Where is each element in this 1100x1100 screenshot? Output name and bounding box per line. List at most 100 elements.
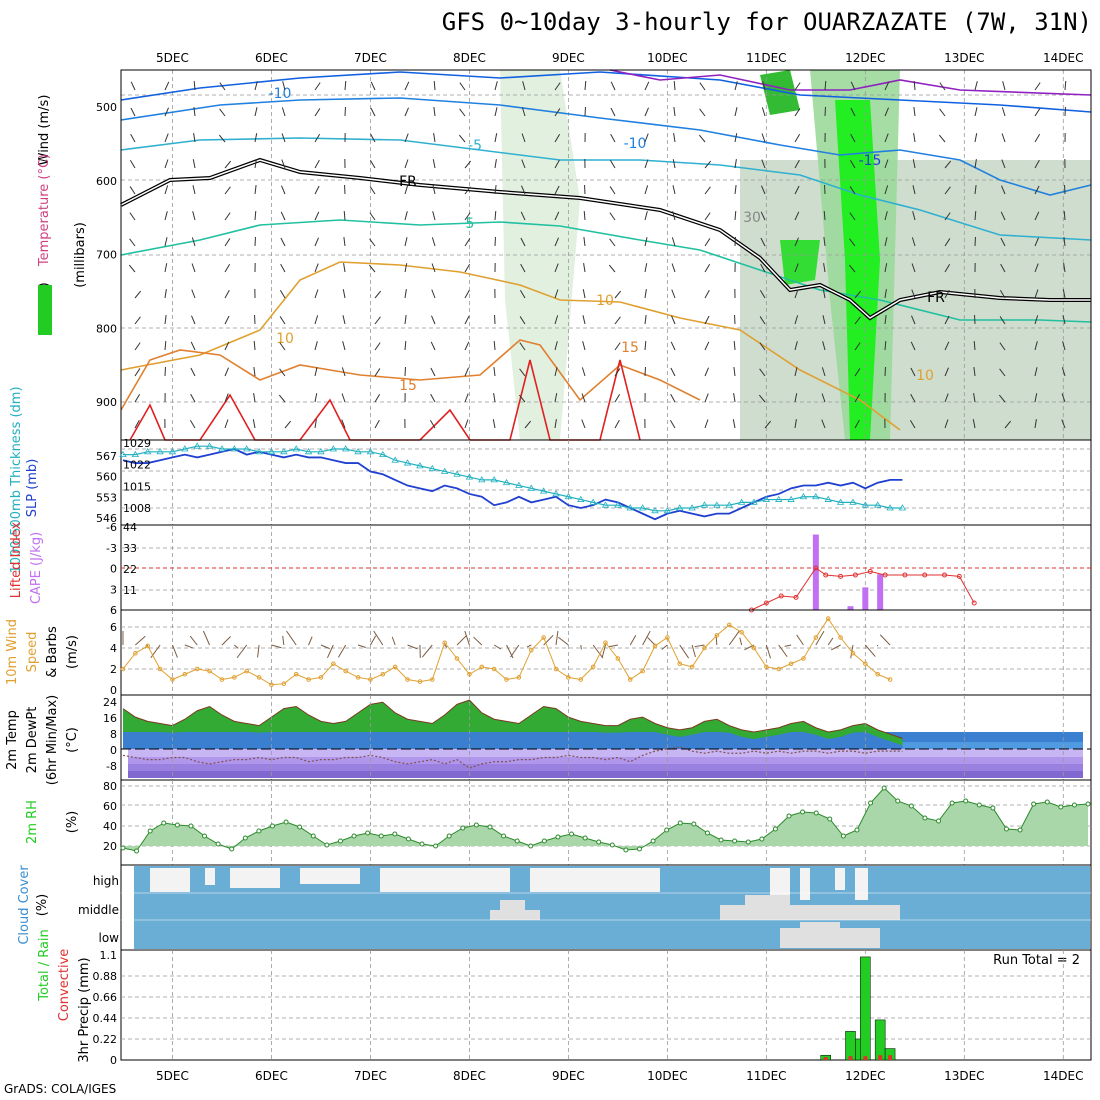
- thickness-marker: [676, 504, 684, 511]
- wind-barb: [369, 160, 376, 169]
- wind-barb: [848, 264, 856, 273]
- wind-barb: [430, 341, 436, 351]
- rh-marker: [569, 831, 575, 837]
- wind-barb: [278, 394, 286, 403]
- li-marker: [763, 600, 769, 606]
- temp-band: [128, 757, 1083, 764]
- wind-barb-10m: [864, 644, 876, 657]
- wind-barb: [939, 108, 946, 117]
- freezing-level-inner: [120, 159, 1091, 319]
- cloud-high: [770, 868, 790, 895]
- slp-line: [122, 448, 903, 521]
- wind-barb-10m: [320, 644, 330, 650]
- wind-barb: [884, 315, 887, 325]
- wind-ylabel-3: & Barbs: [45, 626, 60, 678]
- wind-barb: [369, 186, 376, 195]
- wind-barb: [583, 210, 586, 221]
- contour-label: -10: [269, 86, 292, 102]
- wind-barb: [699, 82, 706, 91]
- wind-barb: [191, 315, 196, 325]
- wind-barb: [609, 186, 616, 195]
- rh-marker: [528, 843, 534, 849]
- wind-barb: [374, 342, 381, 351]
- cape-ylabel-cape: CAPE (J/kg): [29, 532, 44, 604]
- rh-marker: [786, 813, 792, 819]
- li-marker: [902, 572, 908, 578]
- wind-barb: [464, 238, 471, 247]
- thickness-marker: [144, 448, 152, 455]
- precip-ytick: 0.66: [93, 991, 118, 1004]
- wind-barb: [761, 107, 766, 117]
- wind-barb-10m: [421, 644, 433, 658]
- wind-barb: [704, 393, 709, 403]
- wind-marker: [776, 666, 782, 672]
- wind-marker: [578, 677, 584, 682]
- cloud-level-low: low: [99, 931, 120, 945]
- li-marker: [778, 593, 784, 599]
- wind-barb: [190, 341, 196, 351]
- cape-bar: [862, 587, 869, 610]
- wind-barb: [464, 367, 469, 377]
- wind-barb-10m: [464, 630, 470, 646]
- wind-barb: [794, 211, 800, 221]
- temp-2m-panel: 24 16 8 0 -8 2m Temp 2m DewPt (6hr Min/Max) (°C): [5, 694, 1092, 785]
- wind-barb: [673, 80, 676, 91]
- thickness-marker: [775, 495, 783, 502]
- temp-ylabel-1: 2m Temp: [5, 710, 20, 770]
- thickness-marker: [490, 476, 498, 483]
- thickness-marker: [898, 504, 907, 511]
- wind-barb: [314, 263, 319, 273]
- wind-barb: [944, 264, 951, 273]
- cape-bar: [812, 534, 819, 610]
- rh-marker: [501, 833, 507, 839]
- date-label-bottom: 8DEC: [453, 1069, 486, 1083]
- wind-barb: [314, 159, 320, 169]
- wind-barb: [974, 159, 977, 169]
- cloud-mid: [790, 905, 860, 912]
- li-marker: [793, 594, 799, 600]
- wind-marker: [590, 664, 596, 670]
- precip-total-bar: [860, 956, 871, 1061]
- temp-band: [128, 771, 1083, 778]
- thickness-marker: [280, 448, 288, 455]
- wind-barb-10m: [679, 644, 690, 659]
- thickness-ytick: 567: [96, 450, 117, 463]
- slp-ylabel-slp: SLP (mb): [25, 459, 40, 518]
- rh-marker: [664, 827, 670, 833]
- wind-barb: [1062, 315, 1066, 325]
- wind-marker: [615, 656, 621, 661]
- wind-barb: [134, 316, 141, 325]
- run-total-label: Run Total = 2: [993, 953, 1080, 968]
- rh-marker: [419, 841, 425, 847]
- rh-marker: [936, 818, 942, 824]
- wind-marker: [392, 664, 398, 670]
- wind-barb: [913, 133, 916, 143]
- wind-barb: [704, 341, 710, 351]
- rh-marker: [433, 843, 439, 849]
- date-label-bottom: 6DEC: [255, 1069, 288, 1083]
- precip-ylabel-3: 3hr Precip (mm): [77, 957, 92, 1062]
- rh-marker: [120, 845, 126, 851]
- wind-barb: [911, 237, 916, 247]
- wind-barb-10m: [493, 644, 502, 650]
- wind-barb: [821, 393, 826, 403]
- rh-marker: [1044, 799, 1050, 805]
- temp-ytick: 24: [103, 696, 117, 709]
- wind-barb: [733, 340, 736, 351]
- wind-barb: [759, 290, 766, 299]
- rh-marker: [215, 841, 221, 847]
- wind-barb: [404, 263, 408, 273]
- wind-barb: [974, 185, 977, 195]
- wind-barb: [761, 159, 766, 169]
- wind-marker: [256, 675, 262, 680]
- wind-barb: [1061, 367, 1066, 377]
- wind-barb: [823, 210, 826, 221]
- wind-barb: [1001, 185, 1006, 195]
- date-label-bottom: 14DEC: [1043, 1069, 1083, 1083]
- wind-barb: [433, 80, 436, 91]
- wind-barb: [494, 107, 498, 117]
- wind-barb: [999, 290, 1006, 299]
- wind-barb: [129, 186, 136, 195]
- thickness-marker: [329, 445, 338, 452]
- wind-barb: [854, 394, 861, 403]
